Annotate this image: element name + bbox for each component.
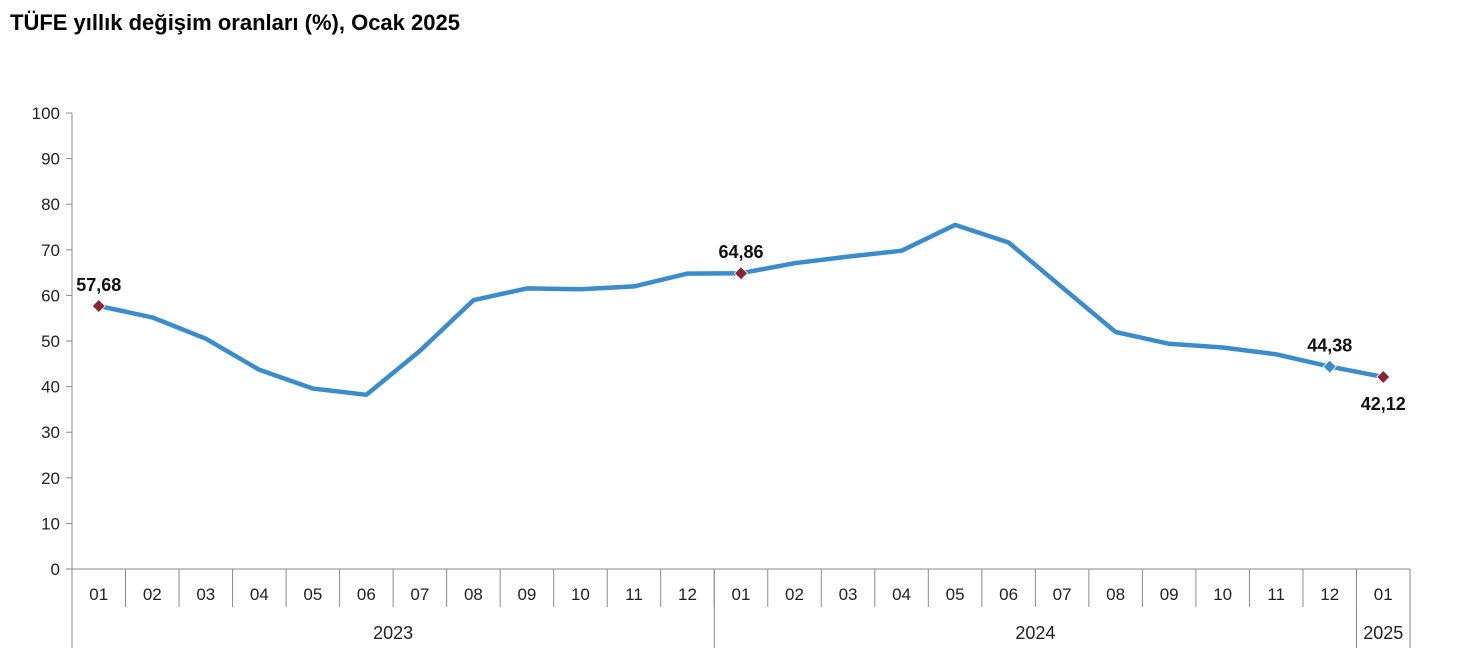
x-tick-label: 10 <box>1213 585 1232 604</box>
y-tick-label: 90 <box>41 150 60 169</box>
data-point-marker <box>1376 369 1391 384</box>
x-tick-label: 12 <box>1320 585 1339 604</box>
x-tick-label: 02 <box>785 585 804 604</box>
data-label: 44,38 <box>1307 336 1352 356</box>
y-tick-label: 60 <box>41 286 60 305</box>
data-label: 42,12 <box>1361 394 1406 414</box>
y-tick-label: 70 <box>41 241 60 260</box>
x-tick-label: 09 <box>1160 585 1179 604</box>
x-tick-label: 08 <box>1106 585 1125 604</box>
x-tick-label: 09 <box>517 585 536 604</box>
x-tick-label: 11 <box>1267 585 1285 604</box>
data-labels: 57,68 64,86 44,38 42,12 <box>76 242 1406 414</box>
x-tick-label: 02 <box>143 585 162 604</box>
x-tick-label: 07 <box>1053 585 1072 604</box>
x-tick-label: 07 <box>410 585 429 604</box>
data-point-marker <box>1322 359 1337 374</box>
x-tick-label: 01 <box>732 585 751 604</box>
x-tick-label: 05 <box>946 585 965 604</box>
year-label: 2023 <box>373 623 413 643</box>
year-label: 2025 <box>1363 623 1403 643</box>
year-label: 2024 <box>1015 623 1055 643</box>
x-tick-label: 06 <box>999 585 1018 604</box>
x-tick-label: 03 <box>839 585 858 604</box>
data-point-marker <box>91 298 106 314</box>
y-tick-label: 50 <box>41 332 60 351</box>
x-tick-label: 04 <box>892 585 911 604</box>
x-tick-label: 01 <box>1374 585 1393 604</box>
y-tick-label: 0 <box>51 560 60 579</box>
x-tick-label: 06 <box>357 585 376 604</box>
x-tick-label: 01 <box>89 585 108 604</box>
y-tick-label: 10 <box>41 514 60 533</box>
x-tick-label: 04 <box>250 585 269 604</box>
x-tick-label: 11 <box>625 585 643 604</box>
chart-title: TÜFE yıllık değişim oranları (%), Ocak 2… <box>10 10 460 35</box>
x-tick-label: 10 <box>571 585 590 604</box>
data-label: 57,68 <box>76 275 121 295</box>
y-tick-label: 30 <box>41 423 60 442</box>
y-tick-label: 40 <box>41 378 60 397</box>
markers <box>91 266 1391 384</box>
x-tick-label: 08 <box>464 585 483 604</box>
data-label: 64,86 <box>718 242 763 262</box>
x-tick-label: 05 <box>303 585 322 604</box>
data-point-marker <box>733 266 749 281</box>
x-tick-label: 12 <box>678 585 697 604</box>
y-tick-label: 100 <box>32 104 60 123</box>
x-tick-label: 03 <box>196 585 215 604</box>
y-tick-label: 80 <box>41 195 60 214</box>
y-tick-label: 20 <box>41 469 60 488</box>
